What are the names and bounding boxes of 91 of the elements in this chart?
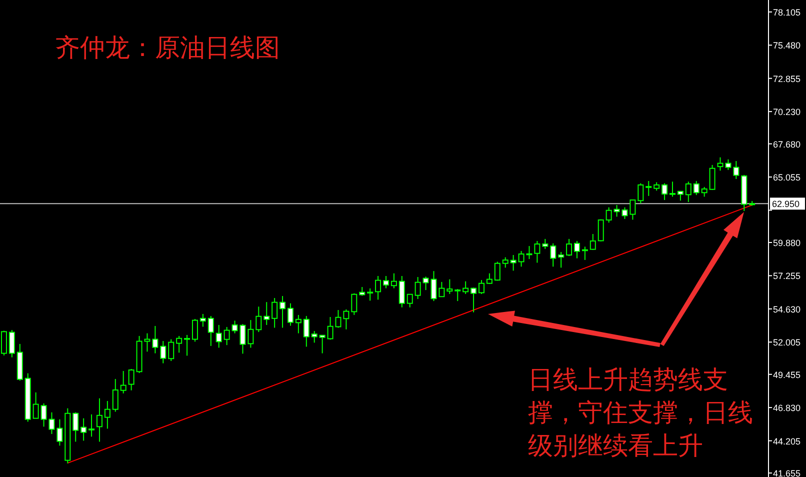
candlestick [8, 330, 15, 358]
candlestick [669, 181, 676, 198]
candlestick [662, 182, 668, 200]
candlestick [582, 246, 588, 260]
candlestick [200, 313, 206, 328]
candlestick [598, 218, 604, 242]
candlestick [367, 288, 374, 302]
candlestick [470, 287, 477, 313]
candlestick [558, 251, 564, 268]
candlestick [176, 335, 182, 354]
candlestick [375, 276, 382, 300]
candlestick [502, 256, 508, 268]
candlestick [510, 254, 516, 272]
y-tick-label: 67.680 [773, 139, 801, 150]
candlestick [701, 186, 708, 198]
candlestick [630, 199, 636, 220]
y-tick-label: 78.105 [773, 7, 801, 18]
y-tick-label: 65.055 [773, 172, 801, 183]
candlestick [248, 320, 254, 348]
candlestick [256, 306, 262, 333]
candlestick [112, 378, 118, 412]
candlestick [574, 240, 580, 259]
candlestick [272, 298, 278, 328]
y-tick-label: 75.480 [773, 40, 801, 51]
candlestick [462, 280, 469, 294]
y-tick-label: 57.255 [773, 271, 801, 282]
candlestick [494, 261, 500, 282]
candlestick [56, 418, 63, 446]
y-tick-label: 44.205 [773, 436, 801, 446]
candlestick [104, 400, 110, 430]
candlestick [685, 181, 692, 203]
candlestick [351, 292, 358, 316]
candlestick [264, 302, 270, 326]
candlestick [542, 238, 548, 250]
candlestick [566, 238, 572, 257]
candlestick [382, 276, 389, 289]
candlestick [414, 276, 421, 300]
candlestick [0, 330, 7, 356]
candlestick [80, 418, 87, 442]
candlestick [478, 280, 484, 294]
y-tick-label: 49.455 [773, 370, 801, 380]
candlestick [184, 334, 190, 356]
candlestick [88, 414, 95, 438]
candlestick [446, 278, 453, 294]
candlestick [406, 294, 413, 308]
y-tick-label: 70.230 [773, 107, 801, 118]
candlestick [224, 326, 230, 346]
candlestick [693, 180, 700, 196]
candlestick [717, 156, 724, 172]
candlestick [287, 302, 294, 326]
candlestick [160, 340, 166, 364]
candlestick [96, 398, 102, 442]
candlestick [319, 334, 326, 354]
candlestick [120, 370, 126, 394]
candlestick [303, 315, 310, 348]
candlestick [311, 330, 318, 344]
y-tick-label: 46.830 [773, 403, 801, 414]
ref-line-label: 62.950 [772, 199, 800, 210]
text: 齐仲龙：原油日线图 [55, 33, 280, 62]
candlestick [208, 315, 214, 346]
candlestick [550, 242, 556, 268]
annotation: 日线上升趋势线支撑，守住支撑，日线级别继续看上升 [528, 365, 753, 460]
candlestick [72, 412, 79, 442]
y-tick-label: 59.880 [773, 238, 801, 248]
candlestick [280, 295, 286, 328]
candlestick [32, 392, 39, 419]
y-tick-label: 54.630 [773, 304, 801, 314]
candlestick [295, 314, 302, 334]
candlestick [534, 240, 540, 264]
candlestick [216, 324, 222, 348]
candlestick [438, 281, 445, 298]
candlestick [192, 318, 198, 342]
candlestick [486, 272, 492, 284]
candlestick [709, 164, 716, 190]
candlestick [128, 368, 134, 391]
y-tick-label: 72.855 [773, 74, 801, 84]
candlestick [398, 276, 405, 308]
candlestick [677, 190, 684, 202]
candlestick [590, 234, 596, 250]
candlestick [152, 325, 158, 354]
candlestick [646, 180, 652, 196]
y-tick-label: 41.655 [773, 468, 801, 477]
candlestick [343, 308, 350, 330]
y-tick-label: 52.005 [773, 338, 801, 348]
candlestick [168, 338, 174, 362]
candlestick [390, 272, 397, 289]
candlestick [454, 288, 461, 302]
candlestick [725, 158, 732, 171]
candlestick [638, 182, 644, 204]
candlestick [733, 160, 740, 180]
candlestick [606, 206, 612, 224]
